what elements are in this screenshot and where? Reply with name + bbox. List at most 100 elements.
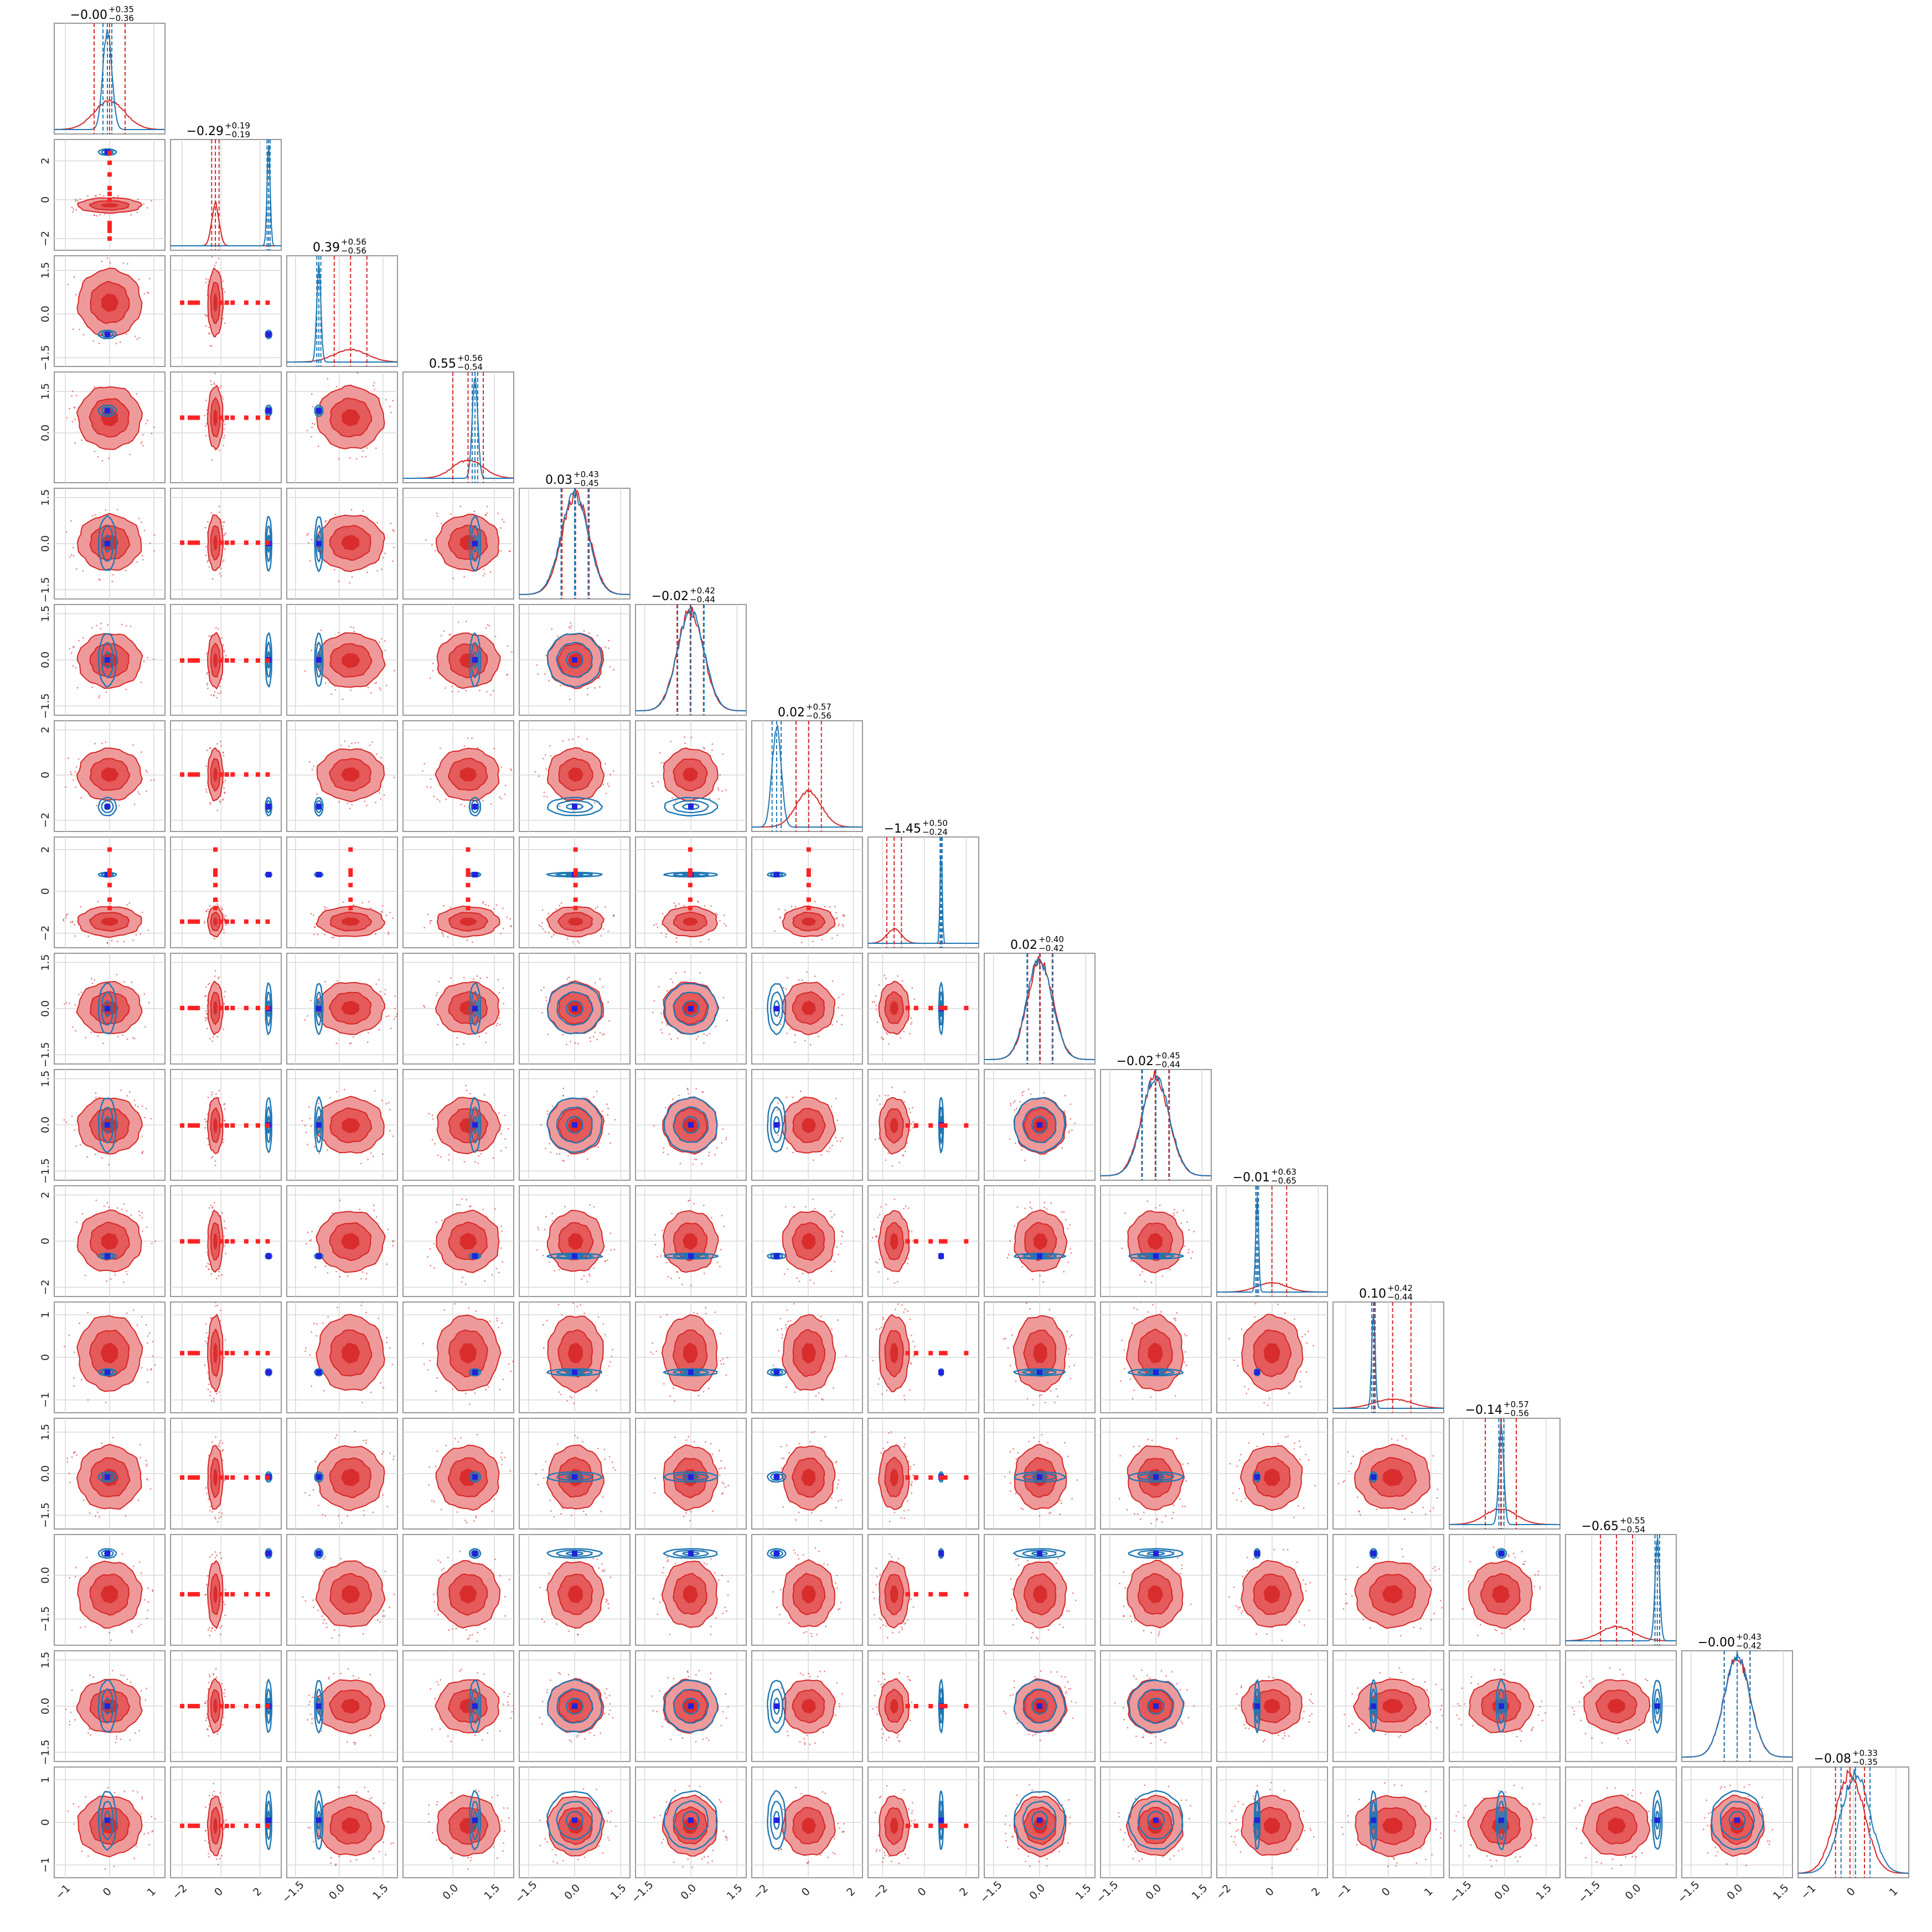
- sample-dot: [384, 552, 386, 554]
- sample-dot: [339, 1275, 341, 1278]
- panel-14-9: [1100, 1650, 1212, 1762]
- sample-dot: [437, 1559, 440, 1561]
- sample-dot: [460, 1668, 462, 1671]
- blue-contour: [1127, 1368, 1184, 1377]
- sample-dot: [389, 1606, 391, 1608]
- panel-content: [287, 837, 397, 948]
- sample-dot: [423, 1006, 426, 1008]
- sample-dot: [210, 1205, 212, 1206]
- red-contour-core: [459, 1000, 477, 1015]
- sample-dot: [92, 1676, 95, 1678]
- sample-dot: [205, 1010, 207, 1012]
- red-point-marker: [688, 868, 693, 873]
- sample-dot: [837, 1483, 839, 1485]
- y-tick-label: −1.5: [39, 1158, 51, 1184]
- panel-content: [984, 1186, 1095, 1296]
- sample-dot: [351, 742, 353, 745]
- sample-dot: [1254, 1303, 1257, 1305]
- blue-truth-marker: [316, 1369, 322, 1375]
- sample-dot: [216, 743, 219, 745]
- sample-dot: [218, 976, 220, 978]
- sample-dot: [215, 1518, 216, 1520]
- sample-dot: [511, 651, 513, 653]
- panel-content: [868, 1535, 979, 1645]
- sample-dot: [324, 933, 326, 936]
- sample-dot: [469, 1634, 471, 1636]
- sample-dot: [140, 1444, 141, 1446]
- sample-dot: [780, 1024, 782, 1025]
- sample-dot: [1012, 1624, 1014, 1626]
- sample-dot: [779, 917, 781, 919]
- y-tick-label: 1.5: [39, 954, 51, 971]
- sample-dot: [502, 1703, 504, 1706]
- red-point-marker: [939, 1005, 944, 1010]
- red-point-marker: [219, 1704, 224, 1708]
- sample-dot: [385, 684, 388, 686]
- sample-dot: [1064, 1676, 1066, 1678]
- sample-dot: [468, 1307, 470, 1309]
- panel-10-8: [984, 1185, 1096, 1297]
- sample-dot: [142, 1150, 144, 1152]
- sample-dot: [463, 576, 466, 578]
- blue-contour: [673, 872, 710, 877]
- sample-dot: [208, 1674, 210, 1676]
- sample-dot: [318, 1152, 321, 1154]
- sample-dot: [498, 1017, 500, 1019]
- sample-dot: [101, 742, 104, 745]
- sample-dot: [140, 1623, 142, 1625]
- sample-dot: [887, 1278, 889, 1280]
- blue-contour: [546, 1678, 603, 1733]
- sample-dot: [816, 1634, 818, 1636]
- sample-dot: [91, 686, 94, 688]
- sample-dot: [653, 1125, 655, 1127]
- sample-dot: [897, 1303, 899, 1305]
- sample-dot: [686, 1088, 689, 1089]
- sample-dot: [651, 782, 653, 784]
- sample-dot: [335, 386, 338, 388]
- sample-dot: [308, 1106, 310, 1108]
- red-contour-core: [890, 1001, 898, 1015]
- sample-dot: [485, 514, 487, 516]
- panel-content: [752, 721, 862, 831]
- sample-dot: [209, 1391, 211, 1393]
- sample-dot: [1187, 1463, 1189, 1465]
- sample-dot: [1160, 1670, 1163, 1672]
- sample-dot: [130, 214, 132, 216]
- panel-content: [519, 953, 630, 1064]
- sample-dot: [111, 255, 112, 256]
- sample-dot: [1236, 1465, 1238, 1467]
- red-point-marker: [913, 1704, 918, 1708]
- sample-dot: [213, 694, 215, 696]
- red-point-marker: [688, 906, 693, 911]
- sample-dot: [500, 1150, 502, 1152]
- sample-dot: [313, 914, 314, 916]
- sample-dot: [608, 1133, 610, 1135]
- panel-frame: [170, 371, 282, 483]
- sample-dot: [224, 779, 226, 782]
- red-point-marker: [688, 882, 693, 887]
- blue-contour: [314, 632, 324, 687]
- sample-dot: [452, 577, 454, 580]
- sample-dot: [1063, 1270, 1065, 1273]
- panel-10-2: [286, 1185, 398, 1297]
- red-point-marker: [224, 1704, 229, 1708]
- sample-dot: [786, 1096, 788, 1098]
- sample-dot: [336, 1091, 338, 1093]
- sample-dot: [224, 1688, 226, 1691]
- red-point-marker: [943, 1005, 948, 1010]
- sample-dot: [651, 1695, 653, 1697]
- sample-dot: [327, 378, 329, 380]
- red-contour-core: [100, 203, 118, 208]
- sample-dot: [550, 1510, 552, 1512]
- sample-dot: [84, 1626, 86, 1628]
- sample-dot: [545, 996, 547, 999]
- sample-dot: [666, 1024, 668, 1026]
- sample-dot: [805, 1206, 807, 1208]
- sample-dot: [1131, 1323, 1133, 1324]
- sample-dot: [711, 749, 713, 751]
- sample-dot: [719, 1468, 720, 1470]
- sample-dot: [840, 1499, 843, 1501]
- blue-truth-marker: [472, 871, 478, 877]
- sample-dot: [205, 425, 206, 427]
- sample-dot: [588, 1273, 590, 1275]
